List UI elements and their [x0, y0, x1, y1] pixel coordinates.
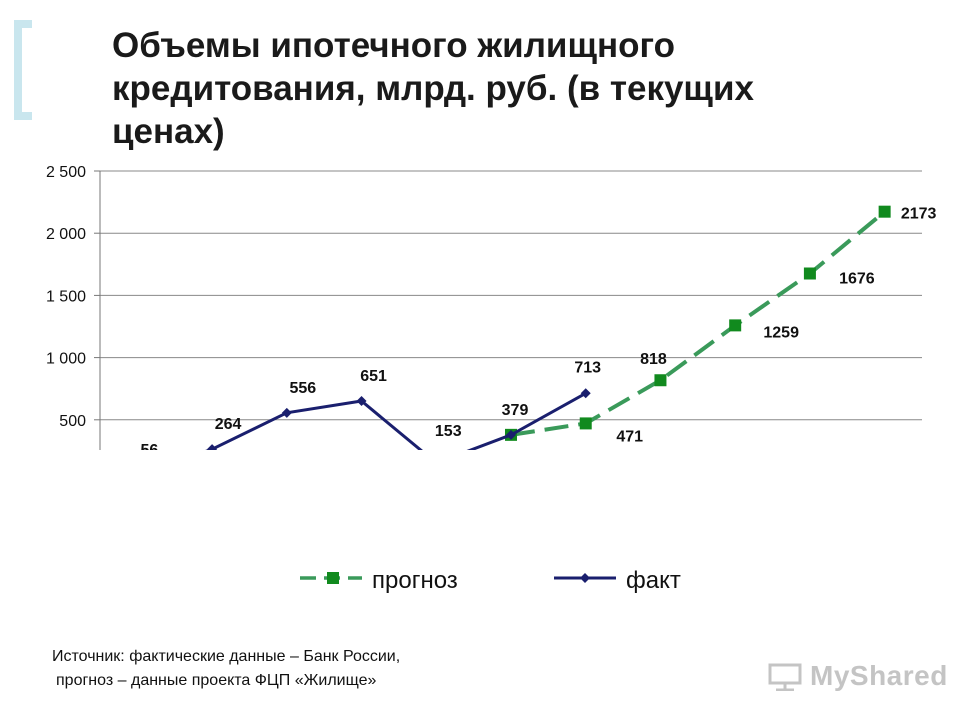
legend-fact-marker — [580, 573, 590, 583]
y-tick-label: 2 500 — [46, 164, 86, 181]
y-tick-label: 500 — [59, 413, 86, 430]
forecast-point — [729, 319, 742, 332]
watermark-text: MyShared — [810, 660, 948, 691]
fact-point — [506, 429, 516, 440]
data-label-fact: 651 — [360, 368, 387, 385]
watermark: MyShared — [768, 656, 948, 696]
legend-forecast-marker — [327, 572, 339, 584]
y-tick-label: 2 000 — [46, 226, 86, 243]
fact-point — [281, 407, 292, 418]
forecast-point — [803, 267, 816, 280]
source-line-1: Источник: фактические данные – Банк Росс… — [52, 648, 401, 665]
source-line-2: прогноз – данные проекта ФЦП «Жилище» — [56, 672, 377, 689]
data-label-forecast: 1676 — [839, 271, 875, 288]
data-label-forecast: 1259 — [763, 324, 799, 341]
forecast-point — [878, 205, 891, 218]
data-label-fact: 379 — [502, 402, 529, 419]
fact-point — [207, 444, 218, 450]
y-tick-label: 1 000 — [46, 351, 86, 368]
fact-point — [580, 388, 591, 399]
data-label-forecast: 818 — [640, 351, 667, 368]
legend-fact-label: факт — [626, 567, 681, 594]
presentation-icon — [768, 663, 802, 691]
data-label-fact: 264 — [215, 416, 242, 433]
decorative-bracket — [14, 20, 32, 120]
legend-item-forecast: прогноз — [300, 567, 458, 594]
legend: прогноз факт — [300, 567, 681, 594]
data-label-forecast: 2173 — [901, 206, 937, 223]
data-label-forecast: 471 — [616, 428, 643, 445]
data-label-fact: 56 — [140, 442, 158, 450]
source-note: Источник: фактические данные – Банк Росс… — [52, 645, 400, 693]
page-title: Объемы ипотечного жилищного кредитования… — [112, 26, 754, 151]
data-label-fact: 153 — [435, 423, 462, 440]
legend-forecast-label: прогноз — [372, 567, 458, 594]
fact-point — [356, 396, 367, 407]
forecast-point — [579, 417, 592, 430]
data-label-fact: 556 — [289, 380, 316, 397]
legend-item-fact: факт — [554, 567, 681, 594]
y-tick-label: 1 500 — [46, 288, 86, 305]
forecast-point — [654, 374, 667, 387]
data-label-fact: 713 — [574, 359, 601, 376]
series-forecast-line — [510, 210, 886, 437]
